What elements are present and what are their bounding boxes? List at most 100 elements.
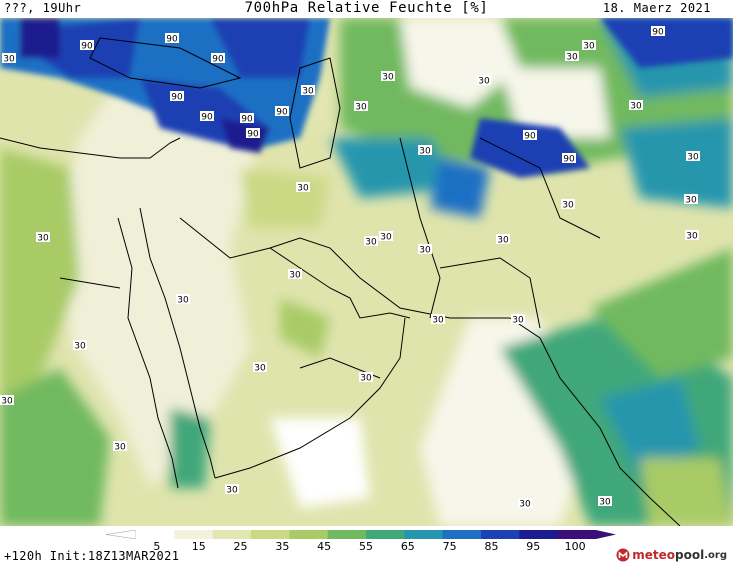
init-time: +120h Init:18Z13MAR2021 (4, 549, 180, 563)
svg-text:30: 30 (419, 147, 431, 157)
logo-text-pool: pool (675, 548, 705, 562)
contour-label-30: 30 (686, 151, 700, 163)
colorbar-tick-label: 100 (564, 540, 586, 553)
svg-text:30: 30 (74, 342, 86, 352)
svg-text:30: 30 (1, 397, 13, 407)
contour-label-30: 30 (561, 199, 575, 211)
contour-label-30: 30 (431, 314, 445, 326)
colorbar-arrow-high (596, 530, 616, 539)
colorbar-segment (289, 530, 329, 539)
svg-text:30: 30 (289, 271, 301, 281)
map-title: 700hPa Relative Feuchte [%] (244, 0, 489, 16)
contour-label-90: 90 (275, 106, 289, 118)
svg-text:30: 30 (360, 374, 372, 384)
border-3 (439, 257, 541, 329)
contour-label-90: 90 (246, 128, 260, 140)
contour-label-30: 30 (684, 194, 698, 206)
contour-label-30: 30 (565, 51, 579, 63)
svg-text:30: 30 (3, 55, 15, 65)
colorbar-tick-label: 55 (359, 540, 373, 553)
svg-text:30: 30 (432, 316, 444, 326)
svg-text:30: 30 (599, 498, 611, 508)
black-sea-outline (89, 37, 242, 89)
label-90-a: 90 (81, 42, 93, 52)
red-sea-east-coast (139, 207, 216, 479)
arabia-south-coast (214, 317, 406, 479)
svg-text:30: 30 (226, 486, 238, 496)
border-6 (479, 137, 601, 239)
svg-text:30: 30 (365, 238, 377, 248)
border-4 (59, 277, 121, 289)
border-5 (299, 357, 381, 379)
contour-label-30: 30 (477, 75, 491, 87)
forecast-valid-time: ???, 19Uhr (4, 1, 82, 15)
contour-label-30: 30 (582, 40, 596, 52)
svg-text:30: 30 (630, 102, 642, 112)
svg-text:30: 30 (686, 232, 698, 242)
colorbar-segment (136, 530, 175, 539)
colorbar-arrow-low (106, 530, 137, 539)
label-90-k: 90 (652, 28, 664, 38)
mediterranean-coast (0, 137, 181, 159)
contour-label-90: 90 (523, 130, 537, 142)
contour-label-30: 30 (301, 85, 315, 97)
contour-label-30: 30 (379, 231, 393, 243)
contour-label-90: 90 (200, 111, 214, 123)
colorbar-segment (251, 530, 290, 539)
svg-text:30: 30 (419, 246, 431, 256)
forecast-date: 18. Maerz 2021 (602, 1, 711, 15)
humidity-map: 90 90 90 90 90 90 (0, 18, 733, 526)
svg-text:30: 30 (177, 296, 189, 306)
colorbar-segment (519, 530, 559, 539)
colorbar (106, 530, 616, 539)
contour-label-90: 90 (80, 40, 94, 52)
contour-label-30: 30 (176, 294, 190, 306)
label-90-f: 90 (241, 115, 253, 125)
svg-text:30: 30 (685, 196, 697, 206)
colorbar-segment (557, 530, 597, 539)
colorbar-segment (442, 530, 482, 539)
label-90-b: 90 (166, 35, 178, 45)
colorbar-tick-label: 15 (191, 540, 206, 553)
contour-label-30: 30 (496, 234, 510, 246)
map-footer: 5 15 25 35 45 55 65 75 85 95 100 +120h Init:18Z13M… (0, 526, 733, 566)
colorbar-tick-label: 75 (442, 540, 457, 553)
contour-label-90: 90 (562, 153, 576, 165)
red-sea-west-coast (117, 217, 179, 489)
contour-label-30: 30 (629, 100, 643, 112)
contour-label-30: 30 (511, 314, 525, 326)
contour-label-30: 30 (364, 236, 378, 248)
colorbar-segment (174, 530, 214, 539)
label-90-g: 90 (247, 130, 259, 140)
meteopool-logo: meteo pool .org (616, 546, 727, 564)
contour-label-30: 30 (36, 232, 50, 244)
svg-text:30: 30 (37, 234, 49, 244)
svg-text:30: 30 (566, 53, 578, 63)
colorbar-tick-label: 5 (153, 540, 161, 553)
contour-label-30: 30 (73, 340, 87, 352)
contour-label-90: 90 (170, 91, 184, 103)
contour-label-30: 30 (418, 244, 432, 256)
colorbar-tick-label: 45 (317, 540, 332, 553)
colorbar-tick-label: 35 (275, 540, 290, 553)
label-90-c: 90 (212, 55, 224, 65)
svg-text:30: 30 (302, 87, 314, 97)
contour-labels: 90 90 90 90 90 90 (0, 26, 700, 510)
svg-text:30: 30 (512, 316, 524, 326)
colorbar-segment (404, 530, 444, 539)
svg-text:30: 30 (519, 500, 531, 510)
colorbar-segment (212, 530, 252, 539)
label-90-e: 90 (201, 113, 213, 123)
colorbar-segment (481, 530, 520, 539)
svg-text:30: 30 (380, 233, 392, 243)
contour-label-30: 30 (354, 101, 368, 113)
india-west-coast (509, 317, 681, 526)
contour-label-30: 30 (598, 496, 612, 508)
iran-coast (269, 237, 510, 319)
logo-text-meteo: meteo (632, 548, 676, 562)
contour-label-90: 90 (165, 33, 179, 45)
svg-text:30: 30 (297, 184, 309, 194)
label-90-j: 90 (563, 155, 575, 165)
contour-label-30: 30 (288, 269, 302, 281)
svg-text:30: 30 (382, 73, 394, 83)
